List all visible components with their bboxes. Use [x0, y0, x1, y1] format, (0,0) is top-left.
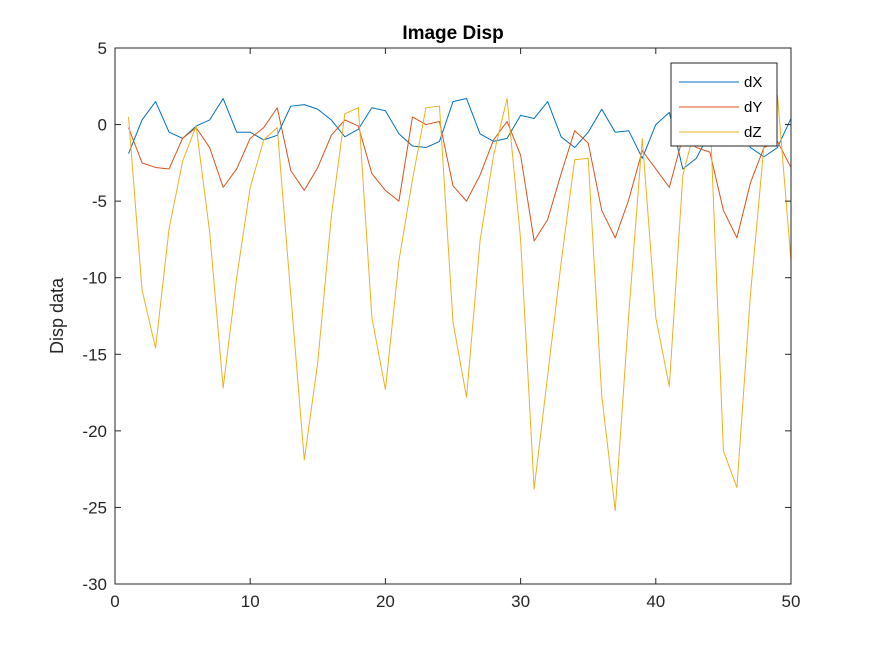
x-tick-label: 50: [782, 592, 801, 611]
y-tick-label: -5: [92, 192, 107, 211]
y-axis-label: Disp data: [47, 277, 67, 354]
x-tick-label: 40: [646, 592, 665, 611]
x-tick-label: 20: [376, 592, 395, 611]
y-tick-label: 5: [98, 39, 107, 58]
series-line-dx: [128, 98, 792, 170]
legend-label-dz: dZ: [744, 124, 762, 141]
y-tick-label: -20: [82, 422, 107, 441]
y-tick-label: -10: [82, 269, 107, 288]
x-tick-label: 0: [110, 592, 119, 611]
x-tick-label: 30: [511, 592, 530, 611]
series-line-dz: [128, 94, 792, 511]
x-tick-label: 10: [241, 592, 260, 611]
y-tick-label: -30: [82, 575, 107, 594]
legend: dX dY dZ: [670, 62, 778, 147]
legend-label-dx: dX: [744, 74, 762, 91]
plot-frame: [114, 47, 792, 585]
legend-label-dy: dY: [744, 99, 762, 116]
y-tick-label: -25: [82, 498, 107, 517]
chart-title: Image Disp: [402, 23, 503, 44]
y-tick-label: 0: [98, 116, 107, 135]
y-tick-label: -15: [82, 345, 107, 364]
